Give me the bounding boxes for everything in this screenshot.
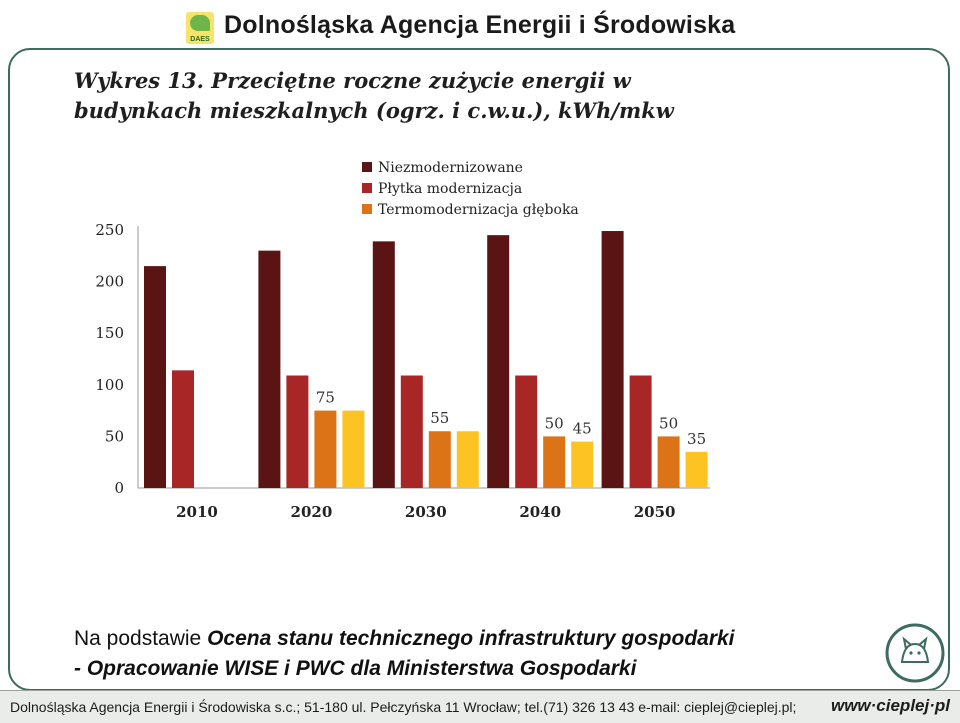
bar <box>144 266 166 488</box>
cat-logo-icon <box>885 623 945 683</box>
bar <box>601 231 624 489</box>
chart-title-line2: budynkach mieszkalnych (ogrz. i c.w.u.),… <box>74 98 674 123</box>
bar-chart: Niezmodernizowane Płytka modernizacja Term… <box>95 160 710 521</box>
bar <box>657 436 680 488</box>
bar <box>571 441 594 488</box>
chart-title: Wykres 13. Przeciętne roczne zużycie ene… <box>74 66 774 126</box>
y-tick-label: 150 <box>95 324 124 342</box>
bar <box>400 375 423 488</box>
x-tick-label: 2010 <box>176 503 218 521</box>
bar <box>629 375 652 488</box>
footer-contact: Dolnośląska Agencja Energii i Środowiska… <box>10 699 797 715</box>
agency-title: Dolnośląska Agencja Energii i Środowiska <box>224 11 736 39</box>
bar <box>543 436 566 488</box>
x-tick-label: 2020 <box>291 503 333 521</box>
daes-logo: DAES <box>186 12 214 44</box>
data-label: 50 <box>659 414 678 432</box>
bar <box>372 241 395 488</box>
bar <box>487 235 510 488</box>
data-label: 35 <box>687 430 706 448</box>
y-tick-label: 250 <box>95 221 124 239</box>
footer-website-link[interactable]: www·cieplej·pl <box>830 696 950 715</box>
logo-caption: DAES <box>190 36 210 43</box>
bar <box>685 451 708 488</box>
data-label: 45 <box>573 420 592 438</box>
data-label: 75 <box>316 389 335 407</box>
data-label: 50 <box>545 414 564 432</box>
bar <box>286 375 309 488</box>
leaf-icon <box>190 15 210 31</box>
legend-swatch <box>362 204 372 214</box>
bar <box>342 410 365 488</box>
legend-label: Niezmodernizowane <box>378 160 523 176</box>
bar <box>428 431 451 488</box>
bar <box>258 250 281 488</box>
source-title-line2: - Opracowanie WISE i PWC dla Ministerstw… <box>74 657 637 680</box>
chart-title-line1: Wykres 13. Przeciętne roczne zużycie ene… <box>74 68 631 93</box>
legend-label: Termomodernizacja głęboka <box>378 202 579 218</box>
bar <box>456 431 479 488</box>
source-prefix: Na podstawie <box>74 627 208 650</box>
data-label: 55 <box>430 409 449 427</box>
y-tick-label: 100 <box>95 376 124 394</box>
x-tick-label: 2050 <box>634 503 676 521</box>
y-tick-label: 0 <box>114 479 124 497</box>
bar <box>172 370 194 488</box>
x-tick-label: 2040 <box>519 503 561 521</box>
legend-label: Płytka modernizacja <box>378 181 522 197</box>
source-note: Na podstawie Ocena stanu technicznego in… <box>74 624 894 684</box>
x-tick-label: 2030 <box>405 503 447 521</box>
source-title-line1: Ocena stanu technicznego infrastruktury … <box>207 627 735 650</box>
y-tick-label: 200 <box>95 273 124 291</box>
legend-swatch <box>362 162 372 172</box>
page-footer: Dolnośląska Agencja Energii i Środowiska… <box>0 690 960 723</box>
page-header: DAES Dolnośląska Agencja Energii i Środo… <box>0 0 960 46</box>
bar <box>515 375 538 488</box>
y-tick-label: 50 <box>105 427 124 445</box>
legend-swatch <box>362 183 372 193</box>
bar <box>314 410 337 488</box>
